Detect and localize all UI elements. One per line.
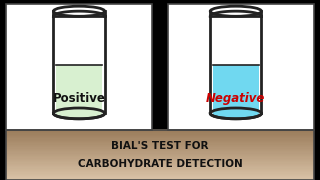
Bar	[6, 132, 314, 133]
Bar	[6, 139, 314, 141]
Ellipse shape	[210, 6, 261, 16]
Bar	[6, 136, 314, 137]
Bar	[6, 175, 314, 176]
Bar	[6, 144, 314, 146]
Ellipse shape	[56, 109, 102, 118]
Text: Negative: Negative	[206, 92, 266, 105]
Ellipse shape	[53, 108, 105, 119]
Bar	[6, 146, 314, 147]
Bar	[6, 130, 314, 132]
Bar	[6, 166, 314, 167]
Bar	[56, 65, 102, 113]
Bar	[6, 156, 314, 157]
Bar	[6, 159, 314, 161]
Bar	[6, 165, 314, 166]
Bar	[6, 177, 314, 179]
Bar	[6, 176, 314, 177]
Ellipse shape	[210, 108, 261, 119]
Bar	[6, 4, 152, 130]
Bar	[6, 141, 314, 142]
Ellipse shape	[53, 6, 105, 16]
Bar	[6, 171, 314, 172]
Bar	[53, 11, 105, 16]
Ellipse shape	[56, 108, 102, 119]
Bar	[6, 130, 314, 180]
Bar	[6, 143, 314, 145]
Bar	[6, 173, 314, 175]
Bar	[6, 162, 314, 164]
Bar	[6, 133, 314, 135]
Bar	[6, 170, 314, 171]
Bar	[6, 178, 314, 180]
Bar	[6, 149, 314, 151]
Bar	[6, 152, 314, 154]
Bar	[6, 147, 314, 148]
Bar	[56, 16, 102, 65]
Bar	[6, 158, 314, 160]
Bar	[213, 16, 259, 65]
Ellipse shape	[213, 109, 259, 118]
Bar	[6, 172, 314, 174]
Bar	[6, 142, 314, 143]
Text: Positive: Positive	[52, 92, 106, 105]
Bar	[6, 157, 314, 159]
Bar	[6, 151, 314, 152]
Bar	[6, 163, 314, 165]
Bar	[6, 167, 314, 169]
Bar	[6, 153, 314, 155]
Bar	[6, 168, 314, 170]
Bar	[213, 65, 259, 113]
Bar	[6, 137, 314, 138]
Bar	[6, 154, 314, 156]
Bar	[6, 148, 314, 150]
Bar	[210, 11, 261, 16]
Text: BIAL'S TEST FOR: BIAL'S TEST FOR	[111, 141, 209, 151]
Ellipse shape	[213, 108, 259, 119]
Bar	[6, 129, 314, 131]
Bar	[6, 161, 314, 162]
Bar	[168, 4, 314, 130]
Bar	[6, 134, 314, 136]
Bar	[6, 138, 314, 140]
Text: CARBOHYDRATE DETECTION: CARBOHYDRATE DETECTION	[78, 159, 242, 169]
